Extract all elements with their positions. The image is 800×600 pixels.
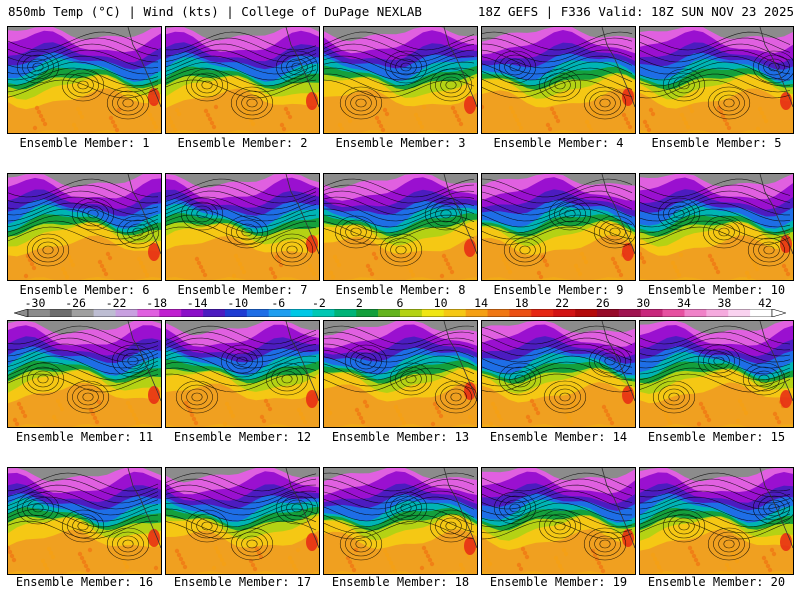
ensemble-map-panel (7, 467, 162, 575)
ensemble-member-label: Ensemble Member: 1 (19, 136, 150, 150)
map-title: 850mb Temp (°C) | Wind (kts) | College o… (8, 4, 422, 19)
ensemble-map-panel (481, 173, 636, 281)
colorbar-tick-label: 30 (636, 296, 651, 310)
ensemble-member-label: Ensemble Member: 3 (335, 136, 466, 150)
ensemble-member-label: Ensemble Member: 10 (647, 283, 786, 297)
temperature-map (482, 321, 635, 427)
colorbar-tick-label: 38 (717, 296, 732, 310)
ensemble-map-panel (481, 467, 636, 575)
ensemble-member-label: Ensemble Member: 12 (173, 430, 312, 444)
temperature-map (8, 468, 161, 574)
temperature-map (166, 27, 319, 133)
colorbar-tick-label: -30 (24, 296, 46, 310)
colorbar-tick-label: 2 (355, 296, 363, 310)
temperature-map (324, 321, 477, 427)
ensemble-map-panel (481, 320, 636, 428)
ensemble-member-label: Ensemble Member: 5 (651, 136, 782, 150)
colorbar-tick-label: 18 (514, 296, 529, 310)
temperature-map (324, 174, 477, 280)
temperature-map (166, 321, 319, 427)
ensemble-member-label: Ensemble Member: 7 (177, 283, 308, 297)
ensemble-member-label: Ensemble Member: 17 (173, 575, 312, 589)
temperature-map (482, 27, 635, 133)
ensemble-member-label: Ensemble Member: 20 (647, 575, 786, 589)
temperature-colorbar (14, 309, 786, 317)
ensemble-map-panel (7, 26, 162, 134)
temperature-map (640, 174, 793, 280)
ensemble-map-panel (639, 467, 794, 575)
ensemble-member-label: Ensemble Member: 11 (15, 430, 154, 444)
temperature-map (640, 321, 793, 427)
ensemble-member-label: Ensemble Member: 14 (489, 430, 628, 444)
colorbar-tick-label: -10 (227, 296, 249, 310)
colorbar-tick-label: 14 (474, 296, 489, 310)
colorbar-tick-label: -26 (65, 296, 86, 310)
ensemble-map-panel (323, 173, 478, 281)
ensemble-map-panel (481, 26, 636, 134)
valid-time-label: 18Z GEFS | F336 Valid: 18Z SUN NOV 23 20… (477, 4, 794, 19)
temperature-map (166, 468, 319, 574)
ensemble-member-label: Ensemble Member: 9 (493, 283, 624, 297)
ensemble-map-panel (7, 320, 162, 428)
ensemble-member-label: Ensemble Member: 16 (15, 575, 154, 589)
ensemble-map-panel (323, 320, 478, 428)
ensemble-member-label: Ensemble Member: 18 (331, 575, 470, 589)
ensemble-member-label: Ensemble Member: 6 (19, 283, 150, 297)
temperature-map (324, 468, 477, 574)
temperature-map (640, 468, 793, 574)
ensemble-map-panel (165, 26, 320, 134)
ensemble-map-panel (639, 26, 794, 134)
ensemble-map-panel (639, 320, 794, 428)
ensemble-map-panel (165, 467, 320, 575)
colorbar-tick-label: 10 (433, 296, 448, 310)
temperature-map (166, 174, 319, 280)
ensemble-member-label: Ensemble Member: 8 (335, 283, 466, 297)
ensemble-map-panel (165, 320, 320, 428)
colorbar-tick-label: 34 (676, 296, 691, 310)
ensemble-map-panel (165, 173, 320, 281)
temperature-map (482, 468, 635, 574)
ensemble-member-label: Ensemble Member: 19 (489, 575, 628, 589)
colorbar-tick-label: 22 (555, 296, 570, 310)
temperature-map (8, 27, 161, 133)
colorbar-tick-label: -14 (186, 296, 208, 310)
ensemble-map-panel (7, 173, 162, 281)
temperature-map (482, 174, 635, 280)
colorbar-tick-label: -2 (311, 296, 326, 310)
ensemble-member-label: Ensemble Member: 15 (647, 430, 786, 444)
colorbar-tick-label: 6 (396, 296, 404, 310)
ensemble-member-label: Ensemble Member: 4 (493, 136, 624, 150)
temperature-map (8, 174, 161, 280)
temperature-map (324, 27, 477, 133)
colorbar-tick-label: 42 (758, 296, 772, 310)
ensemble-member-label: Ensemble Member: 2 (177, 136, 308, 150)
colorbar-tick-label: -6 (271, 296, 286, 310)
ensemble-map-panel (323, 26, 478, 134)
ensemble-map-panel (323, 467, 478, 575)
colorbar-tick-label: -22 (105, 296, 127, 310)
colorbar-tick-label: 26 (595, 296, 610, 310)
ensemble-map-panel (639, 173, 794, 281)
temperature-map (640, 27, 793, 133)
temperature-map (8, 321, 161, 427)
colorbar-tick-label: -18 (146, 296, 168, 310)
ensemble-member-label: Ensemble Member: 13 (331, 430, 470, 444)
